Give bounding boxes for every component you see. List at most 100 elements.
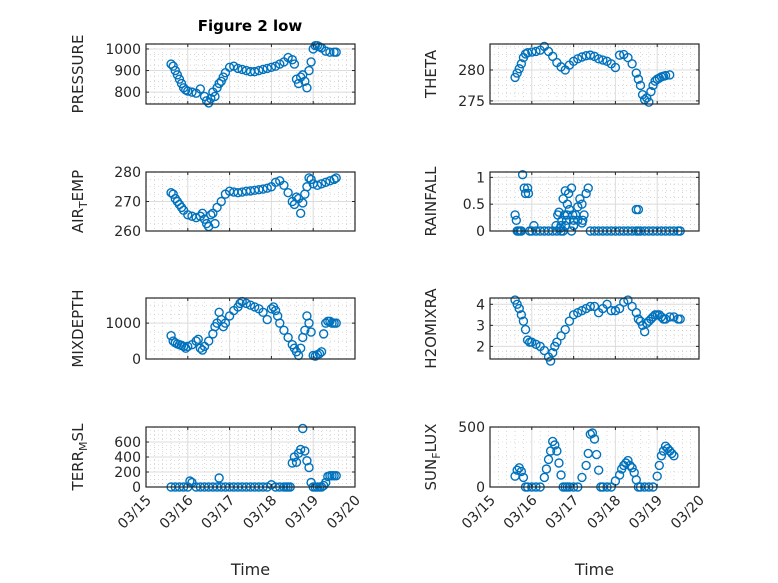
data-point [210, 91, 220, 102]
data-point [316, 347, 327, 357]
data-point [556, 331, 566, 341]
y-tick-label: 260 [114, 224, 141, 240]
data-point [183, 86, 193, 96]
data-point [270, 177, 281, 188]
data-point [191, 336, 201, 346]
data-point [514, 64, 524, 74]
y-tick-label: 600 [114, 435, 141, 451]
data-point [331, 47, 341, 57]
data-point [304, 318, 314, 328]
y-tick-label: 0 [476, 480, 485, 496]
y-tick-label: 270 [114, 195, 141, 211]
data-point [195, 343, 206, 353]
data-point [543, 454, 554, 465]
axes-box [489, 297, 700, 360]
data-point [210, 218, 220, 229]
data-point [518, 316, 529, 326]
data-point [648, 80, 658, 91]
data-point [577, 472, 587, 483]
data-point [258, 64, 268, 75]
data-point [325, 316, 335, 327]
data-point [325, 47, 335, 57]
data-point [602, 299, 612, 310]
data-point [591, 449, 602, 460]
data-point [568, 215, 579, 225]
data-point [548, 51, 558, 62]
data-point [539, 472, 550, 483]
data-point [199, 214, 210, 224]
data-point [623, 52, 633, 63]
y-tick-label: 0.5 [463, 197, 485, 213]
y-tick-label: 280 [114, 165, 141, 181]
data-point [168, 189, 178, 199]
data-point [304, 65, 314, 76]
data-point [321, 177, 331, 188]
data-point [585, 301, 596, 312]
data-point [545, 356, 556, 366]
data-point [220, 318, 231, 328]
data-point [652, 471, 662, 481]
data-point [627, 463, 637, 473]
data-point [587, 428, 598, 438]
data-point [516, 466, 527, 477]
y-tick-label: 800 [114, 85, 141, 101]
data-point [262, 314, 272, 325]
data-point [245, 300, 256, 310]
data-point [627, 59, 637, 69]
data-point [633, 204, 644, 215]
x-axis-label: Time [230, 560, 270, 579]
data-point [233, 63, 243, 74]
y-tick-label: 2 [476, 339, 485, 355]
x-axis-label: Time [574, 560, 614, 579]
data-point [585, 50, 596, 60]
y-tick-label: 0 [476, 224, 485, 240]
data-point [557, 215, 567, 225]
data-point [262, 63, 272, 74]
y-axis-label: PRESSURE [69, 35, 87, 114]
data-point [575, 194, 585, 204]
data-point [168, 61, 178, 71]
data-point [520, 49, 531, 59]
data-point [675, 314, 685, 324]
plot-area [490, 172, 699, 231]
data-point [287, 458, 297, 468]
data-point [583, 183, 593, 193]
data-point [185, 476, 195, 486]
y-tick-label: 1000 [105, 316, 141, 332]
data-point [183, 341, 193, 352]
data-point [633, 314, 644, 324]
y-tick-label: 200 [114, 465, 141, 481]
data-point [216, 196, 226, 207]
data-point [522, 183, 533, 193]
axes-box [489, 426, 700, 488]
data-point [577, 52, 587, 62]
data-point [562, 199, 573, 209]
data-point [172, 70, 183, 80]
data-point [170, 65, 180, 76]
data-point [550, 440, 560, 450]
data-point [644, 97, 654, 107]
y-axis-label: AIRTEMP [69, 170, 90, 233]
subplot-h2omixra: 2 3 4 H2OMIXRA [422, 288, 700, 369]
y-tick-label: 4 [476, 297, 485, 313]
data-point [306, 327, 316, 337]
data-point [633, 74, 644, 84]
subplot-rainfall: 0 0.5 1 RAINFALL [422, 166, 700, 240]
data-point [578, 215, 588, 225]
data-point [516, 59, 527, 69]
data-point [212, 83, 222, 93]
data-point [527, 47, 537, 57]
y-axis-label: MIXDEPTH [69, 289, 87, 367]
data-point [554, 207, 564, 217]
data-point [178, 341, 189, 352]
data-point [214, 78, 224, 89]
data-point [293, 78, 304, 89]
data-point [318, 329, 329, 339]
data-point [249, 66, 260, 77]
y-tick-label: 500 [458, 420, 485, 436]
data-point [510, 210, 520, 220]
data-point [258, 307, 268, 318]
data-point [556, 470, 566, 480]
data-point [593, 54, 604, 64]
